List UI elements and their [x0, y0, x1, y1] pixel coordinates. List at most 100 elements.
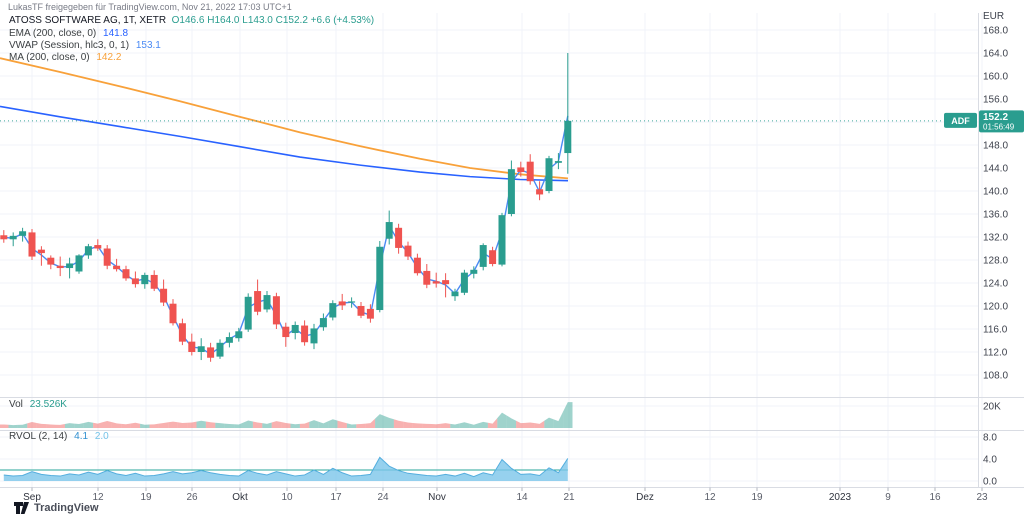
volume-segment	[215, 422, 225, 428]
candle[interactable]	[216, 339, 224, 359]
candle[interactable]	[113, 258, 121, 272]
candle[interactable]	[442, 273, 450, 298]
candle[interactable]	[413, 253, 421, 276]
candle-body	[348, 301, 356, 303]
candle[interactable]	[291, 321, 299, 340]
candle[interactable]	[282, 322, 290, 347]
candle[interactable]	[225, 332, 233, 348]
candle[interactable]	[545, 155, 553, 194]
candle[interactable]	[536, 181, 544, 201]
candle[interactable]	[376, 241, 384, 313]
candle[interactable]	[470, 266, 478, 279]
last-price-badge[interactable]: 152.201:56:49	[979, 110, 1024, 133]
candle[interactable]	[254, 279, 262, 316]
time-tick-label: 16	[929, 492, 941, 503]
volume-segment	[393, 419, 404, 428]
candle[interactable]	[451, 288, 459, 301]
candle[interactable]	[103, 245, 111, 270]
ma200-line[interactable]	[0, 57, 569, 180]
candle[interactable]	[272, 292, 280, 329]
volume-segment	[356, 423, 366, 428]
candle[interactable]	[395, 223, 403, 254]
candle[interactable]	[235, 327, 243, 342]
candle[interactable]	[329, 300, 337, 321]
candle[interactable]	[0, 230, 8, 243]
candle[interactable]	[207, 342, 215, 362]
candle[interactable]	[178, 318, 186, 346]
candle[interactable]	[338, 293, 346, 311]
volume-segment	[36, 422, 47, 428]
candle[interactable]	[160, 279, 168, 306]
candle[interactable]	[432, 272, 440, 288]
volume-segment	[384, 416, 394, 428]
candle[interactable]	[564, 53, 572, 174]
candles[interactable]	[0, 53, 572, 362]
candle[interactable]	[404, 241, 412, 260]
vwap-line[interactable]	[3, 115, 569, 355]
candle-body	[216, 342, 224, 357]
candle[interactable]	[37, 246, 45, 266]
candle[interactable]	[28, 228, 36, 260]
candle[interactable]	[526, 154, 534, 185]
candle[interactable]	[460, 269, 468, 296]
candle[interactable]	[357, 301, 365, 319]
adf-badge[interactable]: ADF	[944, 112, 977, 128]
time-tick-label: Sep	[23, 492, 41, 503]
candle[interactable]	[169, 299, 177, 326]
candle[interactable]	[188, 333, 196, 356]
candle[interactable]	[348, 297, 356, 308]
time-tick-label: 17	[330, 492, 342, 503]
time-tick-label: 24	[377, 492, 389, 503]
volume-segment	[440, 423, 451, 428]
candle[interactable]	[47, 255, 55, 270]
volume-segment	[130, 422, 141, 428]
candle[interactable]	[498, 212, 506, 267]
candle[interactable]	[75, 254, 83, 274]
candle[interactable]	[84, 243, 92, 259]
time-tick-label: 10	[281, 492, 293, 503]
volume-segment	[252, 421, 263, 428]
candle[interactable]	[197, 338, 205, 361]
candle-body	[150, 274, 158, 289]
candle[interactable]	[9, 232, 17, 247]
time-scale[interactable]: Sep 12 19 26 Okt 10 17 24 Nov 14 21 Dez 12 19 2023 9 16 2…	[23, 487, 988, 504]
volume-segment	[506, 415, 517, 428]
price-tick-label: 136.0	[983, 210, 1008, 221]
candle[interactable]	[263, 291, 271, 313]
candle[interactable]	[150, 270, 158, 292]
price-tick-label: 160.0	[983, 72, 1008, 83]
candle[interactable]	[385, 210, 393, 245]
candle[interactable]	[56, 256, 64, 277]
candle[interactable]	[507, 160, 515, 217]
time-tick-label: 19	[751, 492, 763, 503]
candle-body	[451, 291, 459, 297]
candle[interactable]	[66, 257, 74, 279]
ema200-line[interactable]	[0, 105, 569, 182]
candle[interactable]	[517, 161, 525, 177]
candle[interactable]	[131, 271, 139, 288]
volume-segment	[412, 422, 423, 428]
candle[interactable]	[554, 153, 562, 170]
candle[interactable]	[310, 323, 318, 350]
price-tick-label: 108.0	[983, 371, 1008, 382]
time-tick-label: Nov	[428, 492, 446, 503]
candle[interactable]	[489, 246, 497, 267]
candle[interactable]	[244, 293, 252, 332]
volume-segment	[149, 423, 159, 428]
candle[interactable]	[366, 304, 374, 323]
candle[interactable]	[122, 265, 130, 281]
candle[interactable]	[301, 320, 309, 346]
candle[interactable]	[141, 272, 149, 289]
price-tick-label: 112.0	[983, 348, 1008, 359]
candle[interactable]	[479, 243, 487, 271]
price-scale[interactable]: EUR 168.0 164.0 160.0 156.0 148.0 144.0 140.0 13…	[983, 11, 1008, 488]
volume-segment	[93, 422, 103, 428]
candle[interactable]	[19, 227, 27, 242]
candle[interactable]	[319, 313, 327, 331]
candle[interactable]	[423, 264, 431, 289]
candle[interactable]	[94, 239, 102, 251]
candle-body	[56, 265, 64, 269]
volume-segment	[403, 421, 413, 428]
candle-body	[507, 169, 515, 214]
